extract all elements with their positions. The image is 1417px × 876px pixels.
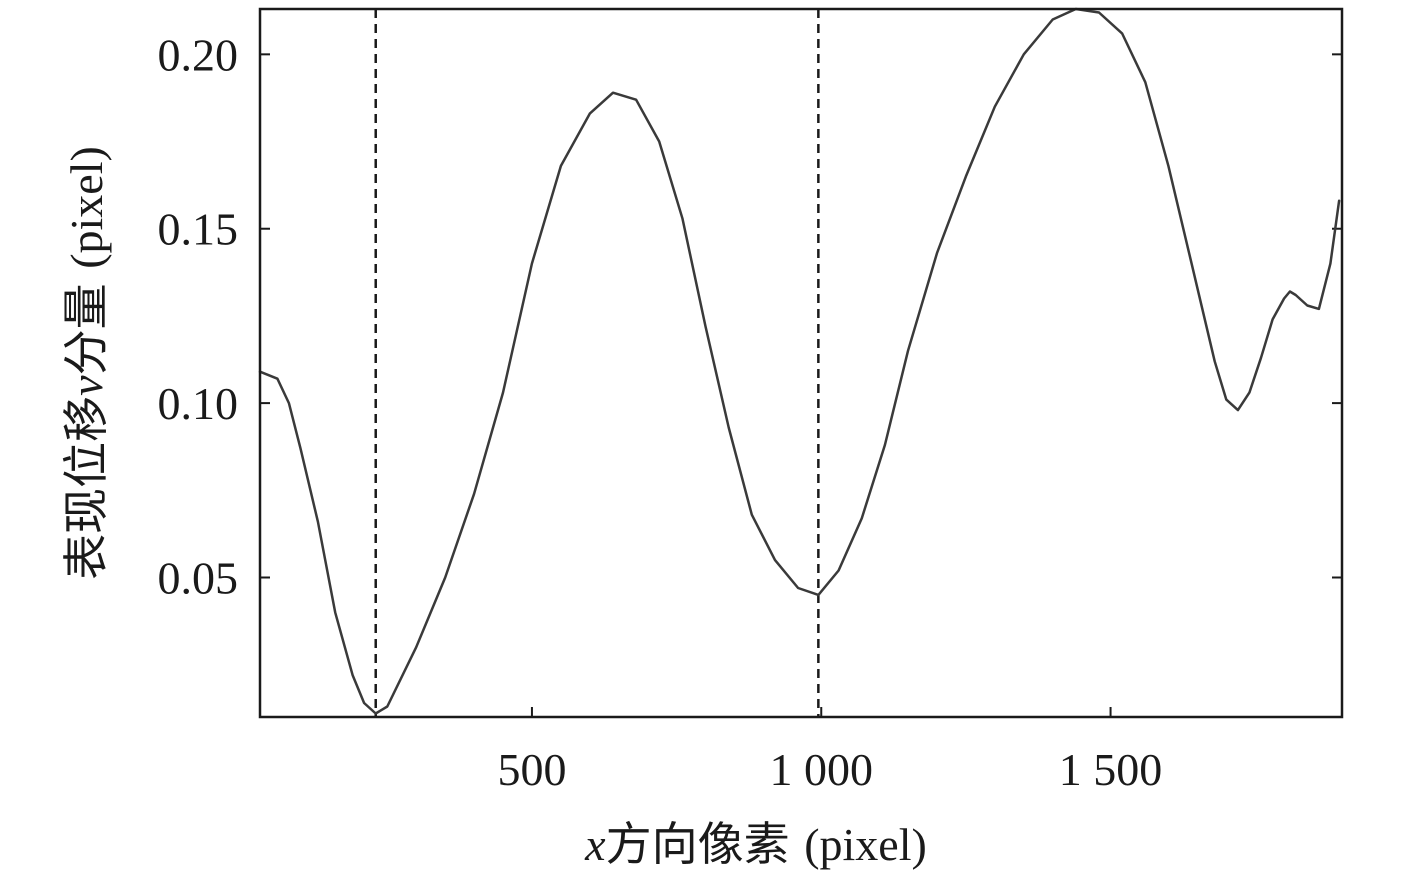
y-tick-label-1: 0.10 bbox=[158, 378, 239, 429]
x-tick-label-0: 500 bbox=[497, 744, 566, 795]
y-axis-title-text: 表现位移 bbox=[59, 396, 113, 580]
y-tick-label-0: 0.05 bbox=[158, 552, 239, 603]
y-axis-title-var: v bbox=[61, 375, 112, 396]
y-tick-label-2: 0.15 bbox=[158, 204, 239, 255]
x-tick-label-2: 1 500 bbox=[1059, 744, 1163, 795]
axis-layer: 500 1 000 1 500 0.05 0.10 0.15 0.20 bbox=[158, 29, 1342, 795]
plot-frame bbox=[258, 7, 1344, 719]
x-tick-label-1: 1 000 bbox=[770, 744, 874, 795]
y-tick-label-3: 0.20 bbox=[158, 29, 239, 80]
marks-layer bbox=[258, 7, 1341, 717]
x-axis-title-unit: (pixel) bbox=[804, 819, 927, 870]
series-line-0 bbox=[258, 7, 1341, 715]
x-axis-title: x方向像素 (pixel) bbox=[584, 817, 927, 871]
y-axis-title-unit: (pixel) bbox=[61, 146, 112, 269]
y-axis-title: 表现位移v分量 (pixel) bbox=[59, 146, 113, 580]
x-axis-title-var: x bbox=[584, 819, 606, 870]
x-axis-title-text: 方向像素 bbox=[606, 817, 790, 871]
y-axis-title-text2: 分量 bbox=[59, 283, 113, 375]
